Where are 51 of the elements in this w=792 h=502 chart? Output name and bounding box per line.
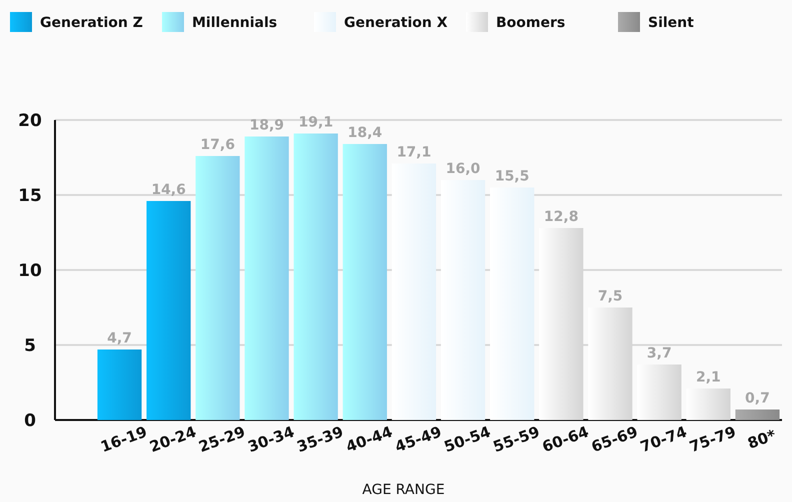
data-label: 4,7	[107, 330, 132, 346]
x-tick-label: 40-44	[344, 422, 395, 456]
data-label: 19,1	[298, 114, 334, 130]
x-tick-label: 45-49	[392, 422, 444, 456]
bar	[392, 164, 436, 420]
x-tick-label: 80*	[745, 426, 778, 453]
bar	[342, 144, 387, 420]
y-tick-label: 15	[18, 186, 42, 206]
legend-label: Generation Z	[40, 15, 143, 31]
x-tick-label: 60-64	[540, 422, 592, 456]
x-tick-label: 70-74	[638, 422, 690, 456]
data-label: 15,5	[494, 168, 530, 184]
bar	[196, 156, 240, 420]
bar	[686, 388, 730, 420]
x-tick-label: 75-79	[687, 422, 738, 456]
legend-label: Millennials	[192, 15, 278, 31]
bar	[735, 410, 780, 420]
legend-label: Generation X	[344, 15, 448, 31]
x-axis-title: AGE RANGE	[362, 482, 445, 498]
bar	[146, 201, 191, 420]
data-label: 2,1	[696, 370, 721, 386]
x-tick-label: 16-19	[98, 422, 150, 456]
bar	[244, 136, 289, 420]
bar	[97, 350, 142, 420]
y-tick-label: 10	[18, 261, 42, 281]
x-tick-label: 65-69	[588, 422, 640, 456]
x-tick-label: 35-39	[294, 422, 346, 456]
data-label: 14,6	[151, 182, 186, 198]
bar	[588, 308, 632, 420]
bar	[539, 228, 584, 420]
data-label: 7,5	[598, 288, 623, 304]
data-label: 17,6	[200, 137, 235, 153]
y-tick-label: 0	[24, 411, 36, 431]
x-tick-label: 55-59	[490, 422, 542, 456]
x-tick-label: 50-54	[442, 422, 493, 456]
data-label: 3,7	[646, 346, 672, 362]
y-tick-label: 5	[24, 336, 36, 356]
data-label: 12,8	[544, 209, 578, 225]
bar	[637, 364, 682, 420]
bar	[294, 134, 338, 420]
data-label: 17,1	[396, 144, 432, 160]
bar	[440, 180, 486, 420]
x-tick-label: 25-29	[196, 422, 248, 456]
legend-label: Silent	[648, 15, 694, 31]
legend-label: Boomers	[496, 15, 566, 31]
bar	[490, 188, 534, 420]
data-label: 18,4	[348, 125, 382, 141]
data-label: 18,9	[249, 118, 284, 134]
data-label: 0,7	[745, 390, 770, 406]
data-label: 16,0	[446, 161, 481, 177]
y-tick-label: 20	[18, 111, 42, 131]
